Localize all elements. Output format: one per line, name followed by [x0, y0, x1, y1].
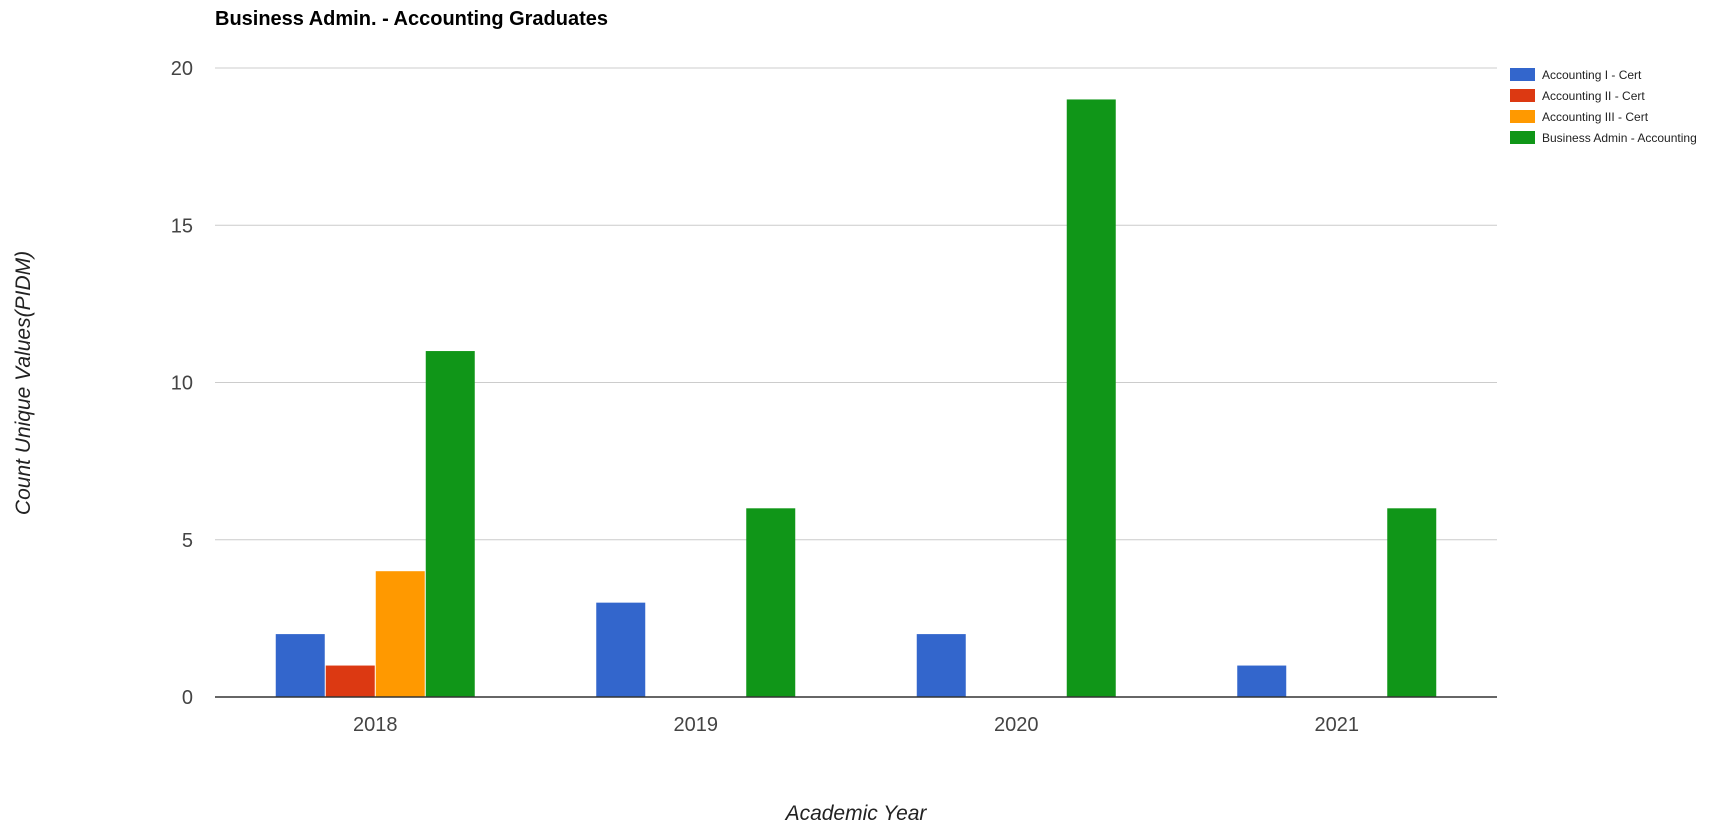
- y-tick-label: 20: [171, 58, 193, 80]
- x-axis-ticks: 2018 2019 2020 2021: [353, 714, 1359, 736]
- bar[interactable]: [325, 665, 375, 697]
- bars: [275, 99, 1437, 697]
- y-tick-label: 10: [171, 373, 193, 395]
- x-tick-label: 2020: [994, 714, 1039, 736]
- y-tick-label: 15: [171, 215, 193, 237]
- bar[interactable]: [916, 634, 966, 697]
- x-tick-label: 2019: [674, 714, 719, 736]
- y-axis-title: Count Unique Values(PIDM): [12, 251, 35, 515]
- bar[interactable]: [275, 634, 325, 697]
- x-tick-label: 2018: [353, 714, 398, 736]
- legend-label: Accounting II - Cert: [1542, 89, 1645, 103]
- bar[interactable]: [1066, 99, 1116, 697]
- x-axis-title: Academic Year: [784, 802, 928, 825]
- gridlines: [215, 67, 1497, 541]
- legend-swatch: [1510, 110, 1535, 123]
- x-tick-label: 2021: [1315, 714, 1360, 736]
- legend-swatch: [1510, 131, 1535, 144]
- legend-label: Accounting III - Cert: [1542, 110, 1649, 124]
- y-axis-ticks: 0 5 10 15 20: [171, 58, 193, 709]
- bar[interactable]: [596, 602, 646, 697]
- legend: Accounting I - Cert Accounting II - Cert A…: [1510, 68, 1697, 145]
- chart-title: Business Admin. - Accounting Graduates: [215, 8, 609, 30]
- bar[interactable]: [1387, 508, 1437, 697]
- y-tick-label: 0: [182, 687, 193, 709]
- legend-label: Business Admin - Accounting: [1542, 131, 1697, 145]
- legend-swatch: [1510, 68, 1535, 81]
- bar[interactable]: [1237, 665, 1287, 697]
- bar[interactable]: [375, 571, 425, 697]
- y-tick-label: 5: [182, 530, 193, 552]
- legend-swatch: [1510, 89, 1535, 102]
- legend-label: Accounting I - Cert: [1542, 68, 1642, 82]
- bar[interactable]: [746, 508, 796, 697]
- bar[interactable]: [425, 351, 475, 697]
